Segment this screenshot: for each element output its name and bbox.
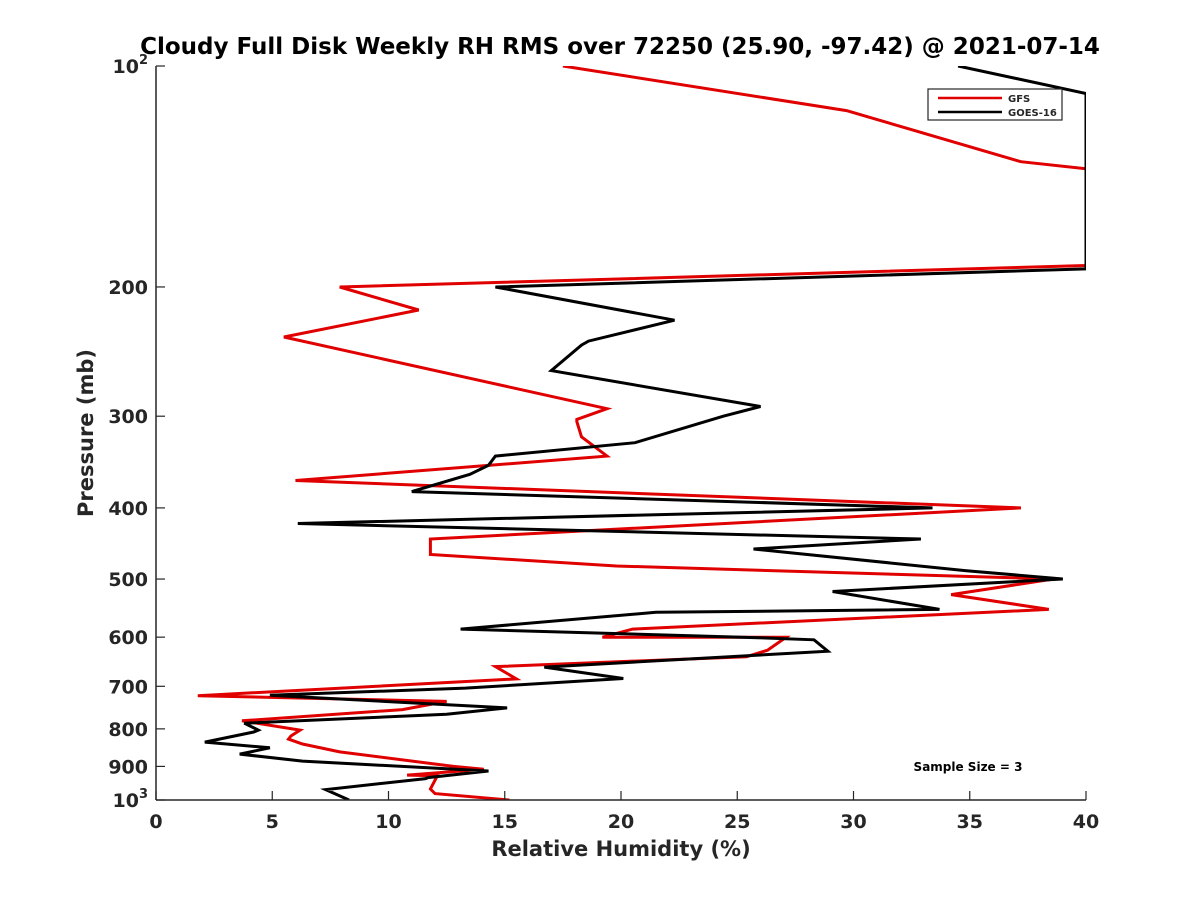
x-tick-label-40: 40 xyxy=(1073,811,1099,833)
x-tick-label-20: 20 xyxy=(608,811,634,833)
y-tick-label-600: 600 xyxy=(108,627,148,649)
x-tick-label-30: 30 xyxy=(840,811,866,833)
series-line-goes-16 xyxy=(204,66,1086,800)
x-tick-label-0: 0 xyxy=(149,811,162,833)
y-tick-label-100: 102 xyxy=(113,53,149,78)
legend-label-gfs: GFS xyxy=(1008,94,1030,105)
y-axis-label: Pressure (mb) xyxy=(74,349,98,517)
legend-label-goes-16: GOES-16 xyxy=(1008,108,1057,119)
y-tick-label-300: 300 xyxy=(108,406,148,428)
y-tick-label-500: 500 xyxy=(108,569,148,591)
x-axis-label: Relative Humidity (%) xyxy=(491,837,750,861)
axes-layer: 0 5 10 15 20 25 30 35 40 102 200 300 400 500 600 700 800… xyxy=(108,53,1099,833)
x-tick-label-25: 25 xyxy=(724,811,750,833)
sample-size-annotation: Sample Size = 3 xyxy=(914,760,1023,774)
text-layer: Cloudy Full Disk Weekly RH RMS over 7225… xyxy=(74,34,1100,861)
x-tick-label-15: 15 xyxy=(492,811,518,833)
chart-title: Cloudy Full Disk Weekly RH RMS over 7225… xyxy=(140,34,1100,60)
x-tick-label-35: 35 xyxy=(957,811,983,833)
x-tick-label-5: 5 xyxy=(266,811,279,833)
y-tick-label-900: 900 xyxy=(108,756,148,778)
legend-box xyxy=(927,88,1063,121)
x-tick-label-10: 10 xyxy=(375,811,401,833)
y-tick-label-1000: 103 xyxy=(113,787,149,812)
y-tick-label-700: 700 xyxy=(108,676,148,698)
y-tick-label-800: 800 xyxy=(108,719,148,741)
y-tick-label-200: 200 xyxy=(108,277,148,299)
legend: GFS GOES-16 xyxy=(927,88,1063,121)
series-layer xyxy=(197,66,1086,800)
y-tick-label-400: 400 xyxy=(108,498,148,520)
